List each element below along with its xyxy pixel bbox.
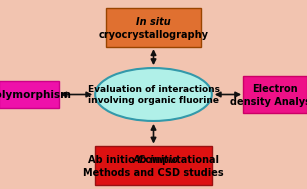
Text: cryocrystallography: cryocrystallography (99, 30, 208, 40)
Text: Evaluation of interactions: Evaluation of interactions (87, 85, 220, 94)
Ellipse shape (95, 68, 212, 121)
Text: Electron: Electron (252, 84, 297, 94)
Text: Ab initio Computational: Ab initio Computational (88, 155, 219, 165)
Text: Ab initio: Ab initio (133, 155, 179, 165)
FancyBboxPatch shape (243, 76, 307, 113)
Text: In situ: In situ (136, 17, 171, 27)
Text: Ab initio: Ab initio (133, 155, 179, 165)
FancyBboxPatch shape (0, 81, 59, 108)
Text: involving organic fluorine: involving organic fluorine (88, 96, 219, 105)
FancyBboxPatch shape (95, 146, 212, 185)
Text: Polymorphism: Polymorphism (0, 90, 71, 99)
Text: density Analysis: density Analysis (230, 97, 307, 107)
FancyBboxPatch shape (106, 8, 201, 47)
Text: Methods and CSD studies: Methods and CSD studies (83, 168, 224, 178)
